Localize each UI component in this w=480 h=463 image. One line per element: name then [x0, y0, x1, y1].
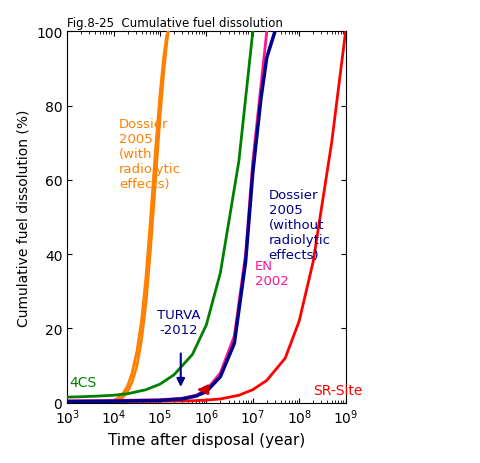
Y-axis label: Cumulative fuel dissolution (%): Cumulative fuel dissolution (%)	[16, 109, 30, 326]
Text: Fig.8-25  Cumulative fuel dissolution: Fig.8-25 Cumulative fuel dissolution	[67, 17, 283, 30]
Text: TURVA
-2012: TURVA -2012	[156, 308, 200, 336]
Text: 4CS: 4CS	[69, 375, 96, 389]
X-axis label: Time after disposal (year): Time after disposal (year)	[108, 432, 305, 447]
Text: SR-Site: SR-Site	[313, 383, 362, 397]
Text: Dossier
2005
(with
radiolytic
effects): Dossier 2005 (with radiolytic effects)	[119, 118, 181, 191]
Text: EN
2002: EN 2002	[255, 259, 288, 287]
Text: Dossier
2005
(without
radiolytic
effects): Dossier 2005 (without radiolytic effects…	[269, 188, 331, 262]
